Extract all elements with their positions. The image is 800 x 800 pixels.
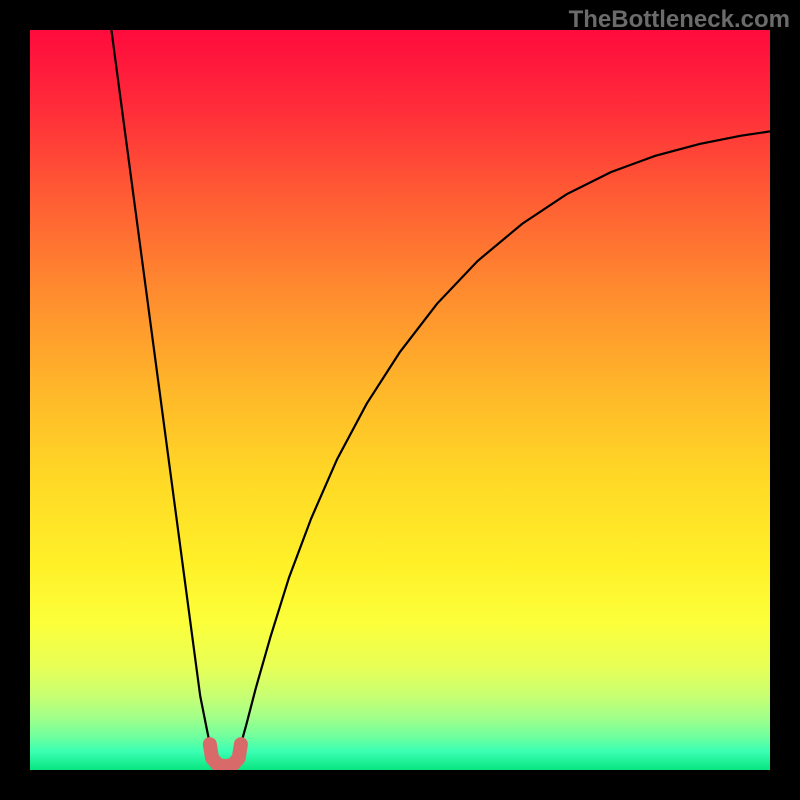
curve-layer — [30, 30, 770, 770]
curve-left-branch — [111, 30, 209, 744]
plot-area — [30, 30, 770, 770]
chart-stage: TheBottleneck.com — [0, 0, 800, 800]
trough-marker — [210, 744, 241, 766]
watermark-text: TheBottleneck.com — [569, 6, 790, 34]
curve-right-branch — [241, 131, 770, 744]
